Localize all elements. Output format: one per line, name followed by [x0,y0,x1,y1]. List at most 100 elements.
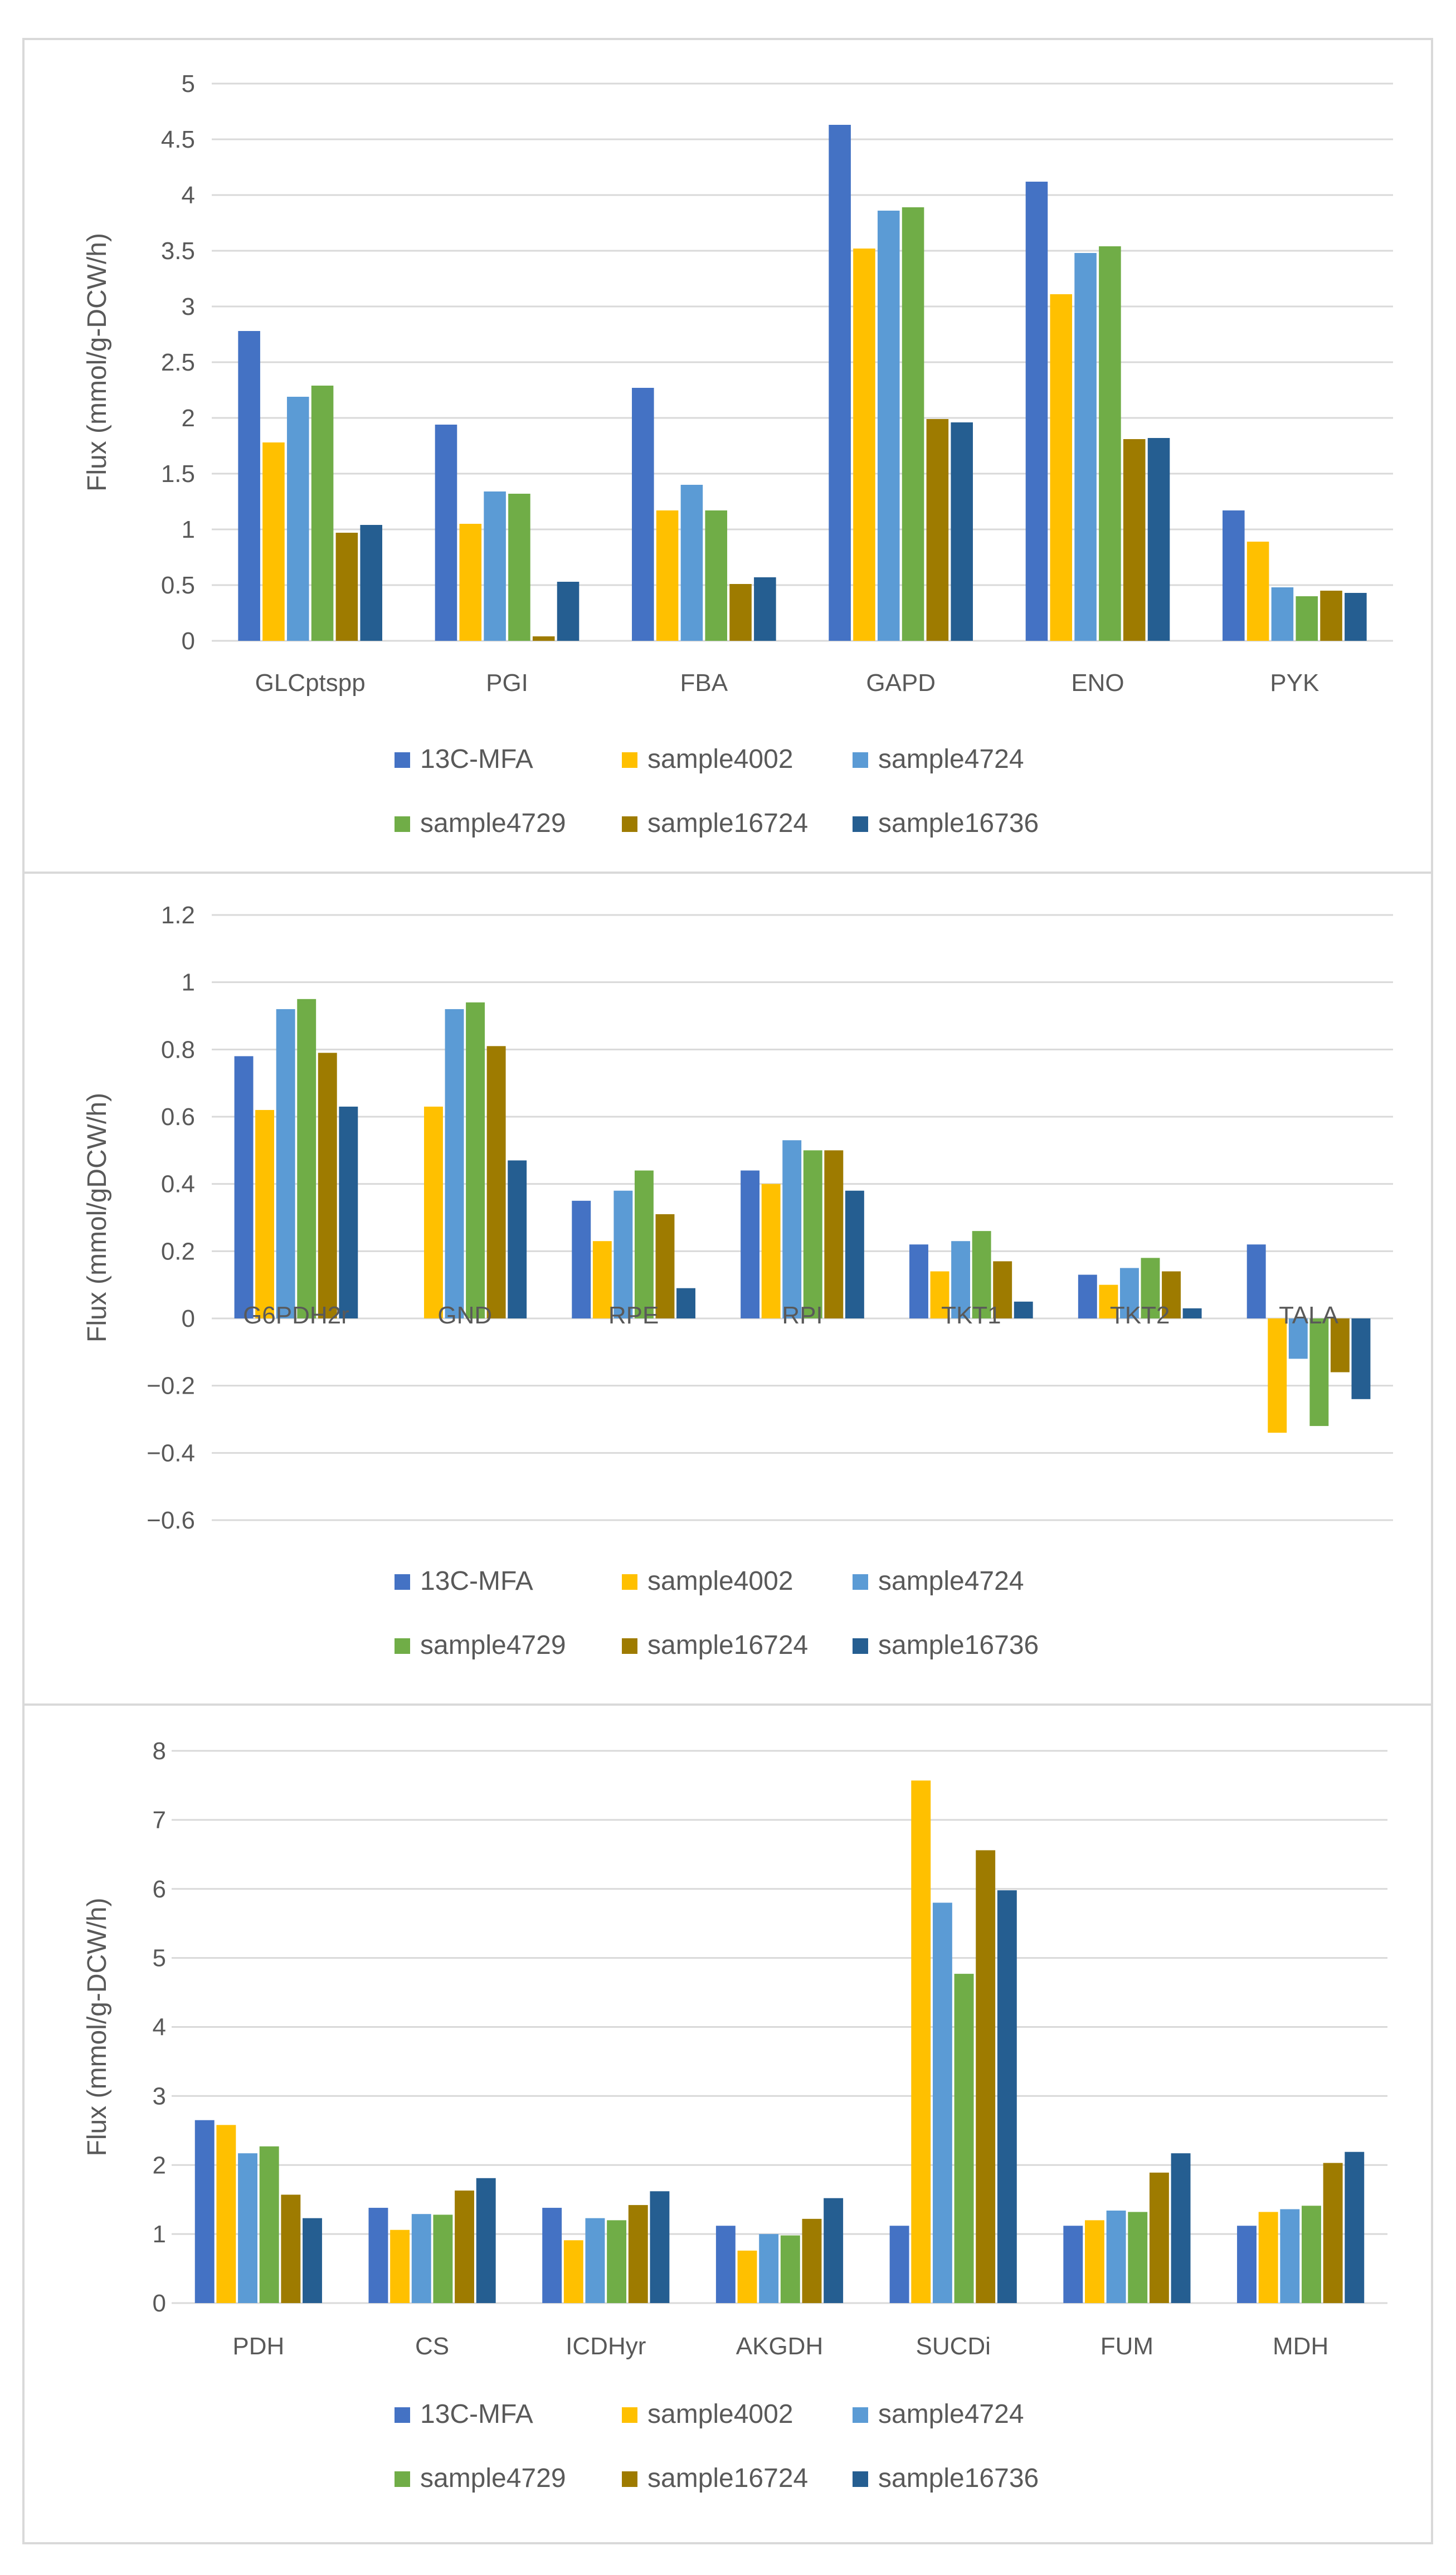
bar-sample16736-AKGDH [824,2198,844,2303]
legend-label: 13C-MFA [420,744,533,774]
bar-sample4724-CS [411,2214,431,2303]
y-tick-label: −0.4 [147,1439,195,1467]
bar-sample16736-PYK [1345,593,1367,641]
bar-sample4729-GAPD [902,207,924,641]
y-tick-label: 0.5 [161,572,195,599]
y-tick-label: 4 [153,2014,166,2041]
bar-sample4729-ICDHyr [607,2220,627,2303]
legend-swatch [395,1574,410,1590]
bar-sample4002-GND [423,1106,443,1318]
bar-13C-MFA-CS [368,2208,388,2303]
bar-13C-MFA-MDH [1237,2226,1257,2303]
x-tick-label: GND [437,1302,492,1329]
y-tick-label: 0.8 [161,1036,195,1063]
bar-sample16724-PGI [532,636,555,641]
bar-sample4724-RPI [782,1140,802,1318]
bar-sample16736-PGI [557,582,580,641]
bar-sample4002-ICDHyr [563,2240,583,2303]
bar-sample16736-CS [476,2178,496,2303]
bar-sample16736-G6PDH2r [339,1106,358,1318]
y-tick-label: 4.5 [161,126,195,153]
bar-sample16724-TKT1 [993,1261,1012,1318]
y-tick-label: 0.4 [161,1171,195,1198]
y-tick-label: 3.5 [161,237,195,265]
bar-sample4729-AKGDH [780,2235,800,2303]
x-tick-label: TKT1 [941,1302,1001,1329]
bar-sample4724-PYK [1271,587,1294,641]
bar-sample16736-GLCptspp [360,525,382,641]
x-tick-label: G6PDH2r [243,1302,349,1329]
legend-label: sample4724 [878,1566,1024,1596]
bar-sample4002-TKT1 [930,1271,949,1318]
legend-label: sample16724 [647,809,808,838]
bar-sample16724-FUM [1149,2172,1169,2303]
legend-swatch [395,2471,410,2487]
x-tick-label: ICDHyr [566,2333,646,2360]
chart-panel-3: 0 1 2 3 4 5 6 7 8 Flux (mmol/g-DCW/h) PDH CS ICDHyr A… [22,1703,1433,2544]
x-tick-label: RPE [608,1302,659,1329]
bar-13C-MFA-ICDHyr [542,2208,562,2303]
legend-swatch [853,1574,868,1590]
y-axis-label: Flux (mmol/g-DCW/h) [82,233,112,491]
bar-sample4002-CS [390,2230,410,2303]
legend-swatch [622,816,637,832]
y-tick-label: 3 [182,293,195,320]
bar-sample4724-TKT1 [951,1241,971,1318]
y-tick-label: 0.6 [161,1103,195,1131]
bar-sample4002-GLCptspp [262,442,285,641]
x-tick-label: TKT2 [1110,1302,1170,1329]
bar-sample4729-ENO [1099,246,1121,641]
bar-sample4724-TKT2 [1119,1268,1139,1318]
y-tick-label: 1 [182,969,195,996]
bar-13C-MFA-GAPD [829,125,851,641]
legend-swatch [622,1574,637,1590]
y-tick-label: 7 [153,1807,166,1834]
bar-sample4002-TKT2 [1099,1284,1118,1318]
legend-swatch [395,816,410,832]
legend-swatch [622,2407,637,2423]
bar-sample16736-FUM [1171,2153,1191,2303]
bar-13C-MFA-G6PDH2r [234,1056,254,1318]
bar-13C-MFA-ENO [1025,182,1048,641]
bar-sample4729-FBA [705,510,728,641]
bar-sample4729-PDH [259,2146,279,2303]
y-tick-label: 0 [182,627,195,655]
bar-sample4002-SUCDi [911,1780,931,2303]
y-axis-label: Flux (mmol/gDCW/h) [82,1093,112,1342]
bar-sample4002-PYK [1246,542,1269,641]
bar-sample4729-FUM [1128,2212,1148,2303]
bar-sample4724-FUM [1106,2211,1126,2303]
legend-swatch [622,752,637,768]
bar-13C-MFA-TKT1 [909,1244,928,1318]
x-tick-label: FBA [680,669,728,697]
bar-sample4002-RPE [592,1241,612,1318]
bar-sample4729-TKT1 [972,1231,991,1318]
bar-sample16724-TKT2 [1162,1271,1181,1318]
legend-swatch [622,1638,637,1654]
bar-13C-MFA-GLCptspp [238,331,260,641]
bar-sample4724-FBA [680,485,703,641]
bar-sample16724-PDH [281,2194,301,2303]
y-tick-label: 2 [153,2151,166,2179]
chart-panel-2: −0.6 −0.4 −0.2 0 0.2 0.4 0.6 0.8 1 1.2 Flux (mmol/… [22,872,1433,1706]
legend-swatch [395,2407,410,2423]
bar-sample16736-PDH [303,2218,322,2303]
bar-sample16724-MDH [1323,2163,1343,2303]
y-tick-label: 0 [182,1305,195,1332]
bar-sample16736-SUCDi [997,1890,1017,2303]
y-tick-label: −0.6 [147,1507,195,1534]
bar-13C-MFA-TKT2 [1078,1274,1097,1318]
bar-sample4724-TALA [1288,1318,1308,1359]
bar-sample4002-FUM [1084,2220,1104,2303]
bar-sample4729-MDH [1302,2206,1321,2303]
bar-sample16724-AKGDH [802,2218,822,2303]
bar-sample16724-GAPD [926,419,949,641]
legend-label: sample4002 [647,2399,793,2429]
bar-13C-MFA-FBA [632,388,654,641]
y-tick-label: 1 [182,516,195,543]
bar-sample16736-FBA [754,577,776,641]
bar-sample16736-ICDHyr [650,2191,670,2303]
x-tick-label: RPI [782,1302,822,1329]
bar-sample16724-GLCptspp [335,533,358,641]
bar-sample16724-SUCDi [976,1850,996,2303]
